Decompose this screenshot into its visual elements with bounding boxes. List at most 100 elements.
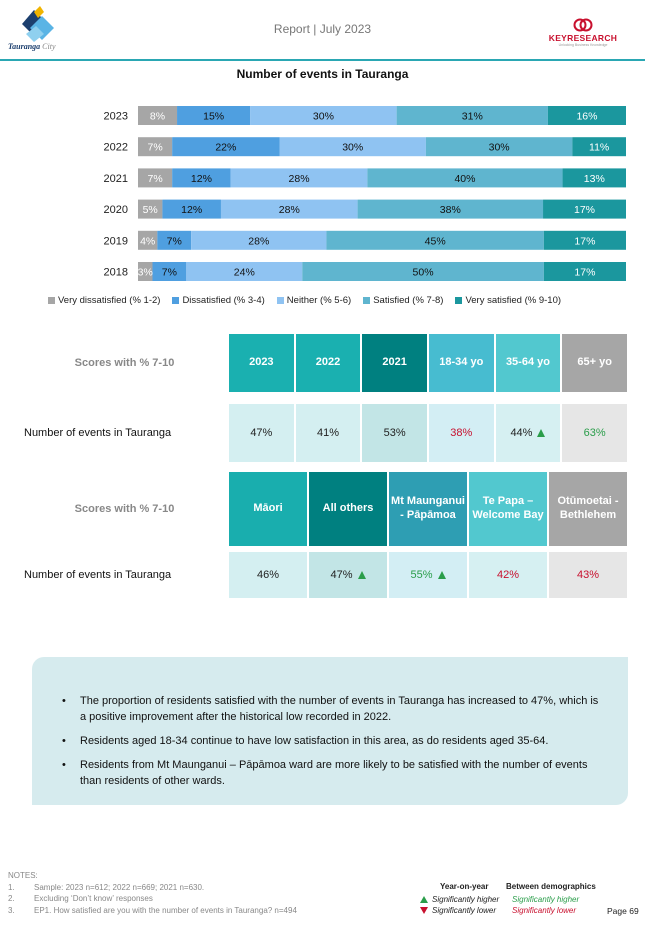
bar-value-label: 12%: [181, 204, 202, 216]
year-tick-label: 2023: [104, 111, 128, 123]
bar-segment: [138, 199, 163, 219]
bar-segment: [250, 106, 397, 125]
bar-segment: [543, 230, 626, 250]
notes: NOTES: 1. Sample: 2023 n=612; 2022 n=669;…: [8, 870, 297, 916]
bar-value-label: 15%: [203, 111, 224, 123]
note-item: 3. EP1. How satisfied are you with the nu…: [8, 905, 297, 915]
table-cell: 46%: [229, 552, 307, 598]
bar-value-label: 22%: [215, 142, 236, 154]
column-header: Otūmoetai - Bethlehem: [549, 472, 627, 546]
keyresearch-name: KEYRESEARCH: [548, 33, 618, 43]
table-cell: 47%: [309, 552, 387, 598]
legend-item: Dissatisfied (% 3-4): [172, 295, 265, 306]
table-row: Number of events in Tauranga 47% 41% 53% 38…: [22, 404, 627, 462]
up-arrow-icon: [357, 571, 366, 579]
legend-label: Dissatisfied (% 3-4): [182, 295, 265, 306]
table-cell: 43%: [549, 552, 627, 598]
bar-value-label: 28%: [289, 173, 310, 185]
bar-value-label: 7%: [162, 267, 177, 279]
stacked-bar-chart: 2023 8% 15% 30% 31% 16% 2022 7% 22% 30% 30% 11% 2021…: [104, 106, 626, 281]
bar-segment: [220, 199, 358, 219]
year-tick-label: 2021: [104, 173, 128, 185]
table-cell: 38%: [428, 404, 494, 462]
bar-segment: [186, 262, 303, 281]
bar-value-label: 7%: [147, 173, 162, 185]
table-cell: 44%: [495, 404, 561, 462]
column-header: Te Papa – Welcome Bay: [469, 472, 547, 546]
column-header: All others: [309, 472, 387, 546]
legend-label: Very satisfied (% 9-10): [465, 295, 562, 306]
legend-swatch: [455, 297, 463, 304]
page-number: Page 69: [607, 906, 639, 916]
keyresearch-tagline: Unlocking Business Knowledge: [558, 43, 608, 47]
bar-value-label: 40%: [454, 173, 475, 185]
bar-value-label: 16%: [576, 111, 597, 123]
bar-segment: [572, 137, 626, 157]
table-cell: 53%: [362, 404, 427, 462]
bar-segment: [396, 106, 548, 125]
bar-segment: [547, 106, 626, 125]
scores-header-label: Scores with % 7-10: [74, 357, 175, 369]
table-cell: 55%: [389, 552, 467, 598]
bar-value-label: 30%: [313, 111, 334, 123]
bar-segment: [357, 199, 544, 219]
tauranga-city-logo-icon: [22, 6, 54, 42]
year-tick-label: 2020: [104, 204, 128, 216]
legend-swatch: [172, 297, 180, 304]
row-label: Number of events in Tauranga: [24, 427, 172, 439]
down-arrow-icon: [420, 907, 428, 914]
legend-item: Very satisfied (% 9-10): [455, 295, 561, 306]
bar-segment: [562, 168, 626, 188]
report-title: Report | July 2023: [273, 22, 372, 36]
bar-value-label: 3%: [138, 267, 153, 279]
table-cell: 47%: [229, 404, 294, 462]
year-tick-label: 2018: [104, 267, 128, 279]
legend-item: Satisfied (% 7-8): [363, 295, 443, 306]
legend-item: Very dissatisfied (% 1-2): [48, 295, 160, 306]
bar-value-label: 28%: [248, 235, 269, 247]
column-header: 2023: [229, 334, 294, 392]
bar-segment: [172, 168, 231, 188]
bar-value-label: 50%: [413, 267, 434, 279]
keyresearch-logo-icon: [573, 18, 593, 32]
legend-swatch: [48, 297, 55, 304]
bar-segment: [138, 137, 173, 157]
table-header-row: Scores with % 7-10 2023 2022 2021 18-34 yo 3…: [22, 334, 627, 392]
bar-value-label: 11%: [589, 142, 609, 154]
bar-segment: [177, 106, 251, 125]
bar-value-label: 24%: [234, 267, 255, 279]
bar-value-label: 28%: [279, 204, 300, 216]
column-header: 18-34 yo: [428, 334, 494, 392]
bar-value-label: 4%: [140, 235, 155, 247]
bar-value-label: 30%: [342, 142, 363, 154]
bar-segment: [138, 230, 158, 250]
bar-value-label: 17%: [574, 235, 595, 247]
bar-segment: [138, 168, 173, 188]
city-logo-text: Tauranga City: [8, 42, 56, 51]
column-header: 2021: [362, 334, 427, 392]
legend-swatch: [276, 297, 284, 304]
legend-swatch: [363, 297, 371, 304]
column-header: Mt Maunganui - Pāpāmoa: [389, 472, 467, 546]
column-header: 65+ yo: [562, 334, 627, 392]
scores-table-age: Scores with % 7-10 2023 2022 2021 18-34 yo 3…: [20, 332, 629, 464]
bar-value-label: 45%: [425, 235, 446, 247]
year-tick-label: 2022: [104, 142, 128, 154]
bar-segment: [157, 230, 192, 250]
bar-segment: [191, 230, 327, 250]
summary-bullet: Residents from Mt Maunganui – Pāpāmoa wa…: [56, 757, 600, 789]
column-header: 35-64 yo: [495, 334, 561, 392]
table-cell: 63%: [562, 404, 627, 462]
table-row: Number of events in Tauranga 46% 47% 55% 42…: [22, 552, 627, 598]
bar-segment: [162, 199, 221, 219]
bar-segment: [138, 262, 153, 281]
bar-segment: [425, 137, 573, 157]
notes-title: NOTES:: [8, 871, 38, 880]
bar-value-label: 30%: [489, 142, 510, 154]
summary-box: The proportion of residents satisfied wi…: [32, 657, 628, 805]
bar-value-label: 38%: [440, 204, 461, 216]
bar-value-label: 17%: [574, 204, 595, 216]
bar-segment: [543, 262, 626, 281]
chart-title: Number of events in Tauranga: [236, 67, 409, 81]
note-item: 2. Excluding ‘Don’t know’ responses: [8, 894, 153, 903]
